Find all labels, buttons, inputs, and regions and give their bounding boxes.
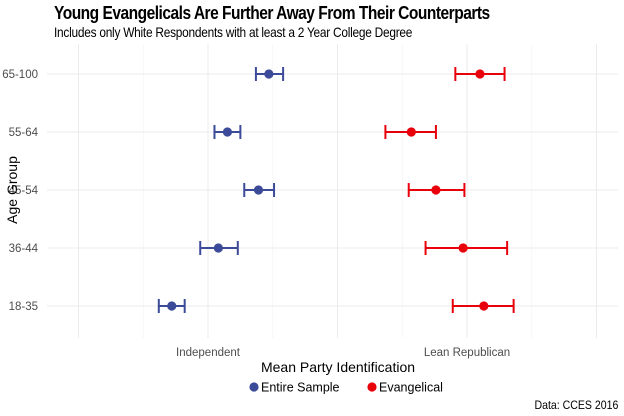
data-point bbox=[222, 127, 233, 137]
legend: Entire Sample Evangelical bbox=[249, 381, 443, 395]
x-axis-title: Mean Party Identification bbox=[261, 359, 415, 375]
chart-caption: Data: CCES 2016 bbox=[534, 398, 618, 412]
data-point bbox=[167, 301, 177, 311]
data-point bbox=[458, 243, 468, 253]
legend-swatch bbox=[367, 382, 377, 392]
chart-subtitle: Includes only White Respondents with at … bbox=[54, 24, 413, 40]
y-tick-label: 55-64 bbox=[9, 127, 39, 139]
data-point bbox=[253, 185, 264, 195]
legend-label: Entire Sample bbox=[261, 381, 340, 395]
data-point bbox=[479, 301, 489, 311]
data-point bbox=[406, 127, 416, 137]
gridlines bbox=[47, 44, 618, 338]
x-tick-label: Lean Republican bbox=[424, 347, 510, 359]
data-point bbox=[475, 69, 485, 79]
data-marks bbox=[157, 67, 515, 313]
x-tick-label: Independent bbox=[176, 347, 241, 359]
chart-title: Young Evangelicals Are Further Away From… bbox=[54, 2, 490, 23]
y-axis-title: Age Group bbox=[4, 156, 20, 224]
data-point bbox=[213, 243, 223, 253]
y-tick-label: 18-35 bbox=[9, 301, 38, 313]
y-tick-label: 45-54 bbox=[9, 185, 39, 197]
axis-ticks: 18-35 36-44 45-54 55-64 65-100 Independent Lea… bbox=[2, 69, 510, 359]
data-point bbox=[264, 69, 274, 79]
legend-swatch bbox=[249, 382, 259, 392]
y-tick-label: 36-44 bbox=[9, 243, 39, 255]
y-tick-label: 65-100 bbox=[2, 69, 38, 81]
data-point bbox=[431, 185, 441, 195]
legend-label: Evangelical bbox=[379, 381, 443, 395]
